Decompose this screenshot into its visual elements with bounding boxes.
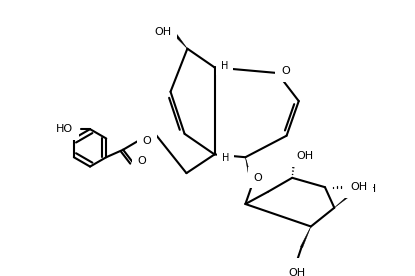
Polygon shape	[300, 227, 311, 248]
Text: H: H	[222, 153, 229, 163]
Text: OH: OH	[359, 184, 377, 194]
Text: OH: OH	[154, 27, 171, 37]
Polygon shape	[175, 35, 188, 49]
Text: O: O	[254, 173, 263, 183]
Text: H: H	[221, 60, 228, 70]
Polygon shape	[334, 190, 356, 208]
Text: O: O	[143, 136, 151, 146]
Text: O: O	[281, 66, 290, 76]
Text: OH: OH	[350, 182, 367, 192]
Text: OH: OH	[296, 151, 313, 161]
Polygon shape	[245, 157, 254, 186]
Text: HO: HO	[56, 124, 73, 134]
Text: O: O	[137, 156, 146, 166]
Text: OH: OH	[288, 268, 305, 276]
